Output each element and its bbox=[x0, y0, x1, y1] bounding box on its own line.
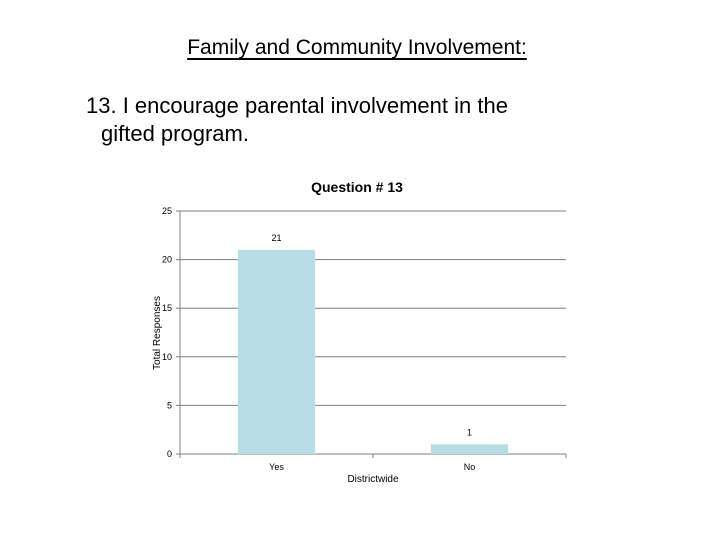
bar-yes bbox=[237, 249, 316, 454]
x-axis-label: Districtwide bbox=[347, 474, 399, 485]
y-tick-label: 0 bbox=[167, 449, 172, 459]
x-tick-label: Yes bbox=[269, 462, 284, 472]
y-tick-label: 10 bbox=[162, 352, 172, 362]
data-label: 1 bbox=[467, 427, 472, 437]
data-label: 21 bbox=[271, 233, 281, 243]
bar-no bbox=[430, 444, 509, 454]
y-axis-label: Total Responses bbox=[152, 296, 163, 370]
question-line-1: 13. I encourage parental involvement in … bbox=[86, 93, 508, 118]
y-tick-label: 15 bbox=[162, 303, 172, 313]
bars bbox=[237, 249, 509, 454]
x-tick-label: No bbox=[464, 462, 476, 472]
y-tick-label: 5 bbox=[167, 400, 172, 410]
question-text: 13. I encourage parental involvement in … bbox=[86, 92, 646, 148]
chart-title: Question # 13 bbox=[311, 179, 403, 195]
labels: 0 5 10 15 20 25 21 Yes 1 No bbox=[162, 206, 475, 472]
axes bbox=[176, 210, 567, 458]
question-line-2: gifted program. bbox=[101, 121, 249, 146]
y-tick-label: 20 bbox=[162, 255, 172, 265]
y-tick-label: 25 bbox=[162, 206, 172, 216]
slide-title: Family and Community Involvement: bbox=[187, 36, 527, 59]
